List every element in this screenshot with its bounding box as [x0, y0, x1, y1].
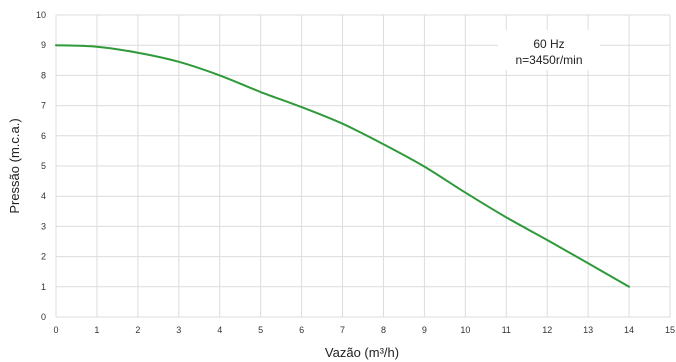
y-tick-label: 2 — [41, 252, 46, 262]
x-tick-label: 15 — [665, 325, 675, 335]
x-tick-label: 4 — [217, 325, 222, 335]
x-tick-label: 12 — [542, 325, 552, 335]
x-tick-label: 0 — [53, 325, 58, 335]
y-tick-label: 8 — [41, 70, 46, 80]
x-tick-label: 14 — [624, 325, 634, 335]
y-tick-label: 1 — [41, 282, 46, 292]
x-tick-label: 10 — [460, 325, 470, 335]
x-tick-label: 13 — [583, 325, 593, 335]
y-tick-label: 7 — [41, 101, 46, 111]
x-tick-label: 6 — [299, 325, 304, 335]
y-tick-label: 5 — [41, 161, 46, 171]
y-tick-label: 0 — [41, 312, 46, 322]
x-tick-label: 7 — [340, 325, 345, 335]
y-tick-label: 10 — [36, 10, 46, 20]
annotation-box: 60 Hz n=3450r/min — [498, 30, 600, 70]
y-tick-labels: 0 1 2 3 4 5 6 7 8 9 10 — [36, 10, 46, 322]
annotation-frequency: 60 Hz — [533, 37, 564, 51]
y-tick-label: 4 — [41, 191, 46, 201]
y-axis-label: Pressão (m.c.a.) — [7, 118, 22, 213]
y-tick-label: 9 — [41, 40, 46, 50]
x-tick-label: 8 — [381, 325, 386, 335]
y-tick-label: 6 — [41, 131, 46, 141]
x-tick-label: 1 — [94, 325, 99, 335]
x-axis-label: Vazão (m³/h) — [325, 345, 399, 360]
series-lines — [55, 44, 631, 288]
x-tick-label: 2 — [135, 325, 140, 335]
x-tick-label: 9 — [422, 325, 427, 335]
x-tick-label: 3 — [176, 325, 181, 335]
series-line — [55, 44, 631, 288]
x-tick-label: 11 — [502, 325, 511, 335]
y-tick-label: 3 — [41, 221, 46, 231]
annotation-background — [498, 30, 600, 70]
annotation-speed: n=3450r/min — [515, 53, 582, 67]
x-tick-labels: 0 1 2 3 4 5 6 7 8 9 10 11 12 13 14 15 — [53, 325, 675, 335]
x-tick-label: 5 — [258, 325, 263, 335]
